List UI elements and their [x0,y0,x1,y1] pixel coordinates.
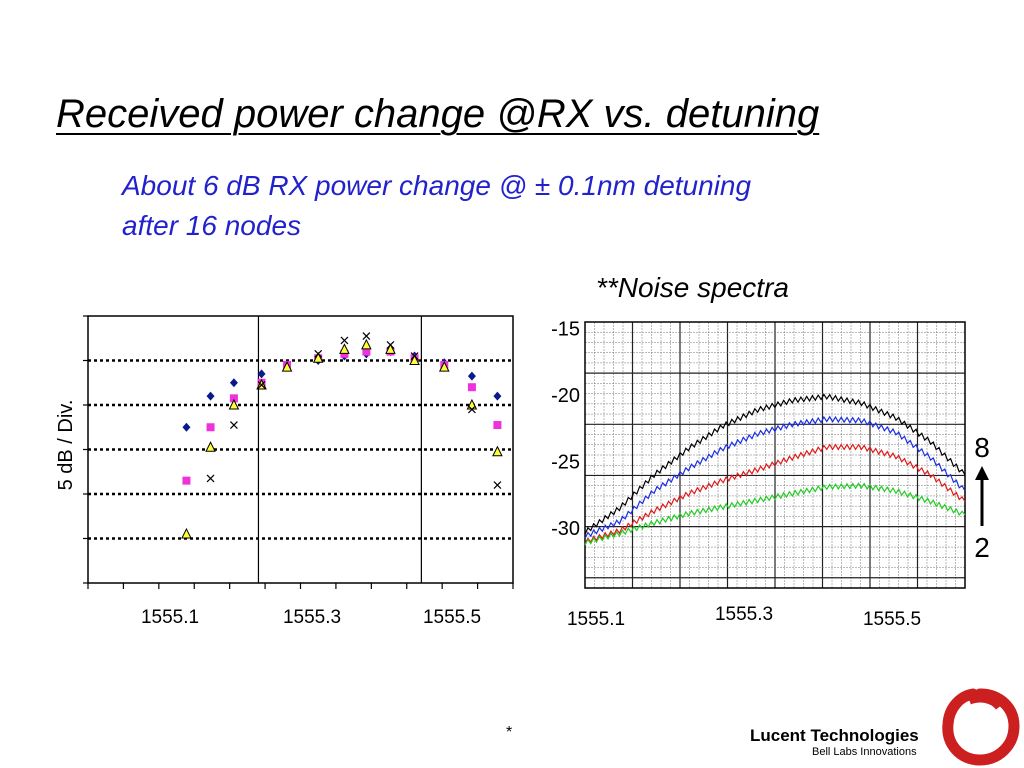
annotation-bottom-label: 2 [974,532,990,563]
x-mark-stroke [314,349,323,358]
data-point-x [493,481,502,490]
x-mark-stroke [229,421,238,429]
data-point-diamond [467,371,476,381]
data-point-triangle [385,343,396,354]
rx-power-scatter-chart: 5 dB / Div. 1555.1 1555.3 1555.5 [55,315,514,628]
data-point-square [493,421,502,430]
up-arrow-icon [975,466,989,526]
data-point-triangle [409,354,420,365]
footer-mark: * [506,724,513,741]
x-mark-stroke [410,352,419,360]
subtitle-line-1: About 6 dB RX power change @ ± 0.1nm det… [122,170,752,201]
data-point-square [362,347,371,356]
data-point-triangle [438,361,450,372]
data-point-x [410,352,419,360]
spectrum-line [584,393,966,535]
data-point-x [386,341,395,349]
data-point-x [340,336,349,345]
x-tick-label: 1555.3 [715,604,773,625]
x-tick-label: 1555.3 [283,607,341,628]
x-tick-label: 1555.1 [567,609,625,630]
brand-name: Lucent Technologies [750,726,919,745]
data-point-square [229,394,238,403]
data-point-square [467,383,476,392]
subtitle-line-2: after 16 nodes [122,210,302,241]
data-point-triangle [339,343,350,354]
data-point-triangle [205,441,216,452]
data-point-x [467,405,476,414]
data-point-diamond [257,369,266,379]
data-point-x [257,381,266,389]
x-mark-stroke [493,481,502,490]
y-tick-label: -30 [551,518,580,540]
data-point-triangle [281,361,293,372]
y-tick-label: -25 [551,452,580,474]
y-tick-label: -15 [551,319,580,341]
data-point-x [314,349,323,358]
x-mark-stroke [340,336,349,345]
x-tick-label: 1555.1 [141,607,199,628]
x-tick-label: 1555.5 [863,609,921,630]
annotation-top-label: 8 [974,432,990,463]
data-point-triangle [228,398,240,410]
x-mark-stroke [257,381,266,389]
data-point-triangle [181,527,192,539]
x-mark-stroke [206,474,215,483]
noise-spectra-chart: -15 -20 -25 -30 1555.1 1555.3 1555.5 8 2 [551,319,990,630]
data-point-x [362,332,371,340]
data-point-x [206,474,215,483]
data-point-x [229,421,238,429]
brand-tagline: Bell Labs Innovations [812,746,917,758]
data-point-square [206,423,215,432]
plot-frame [584,321,966,589]
slide-title: Received power change @RX vs. detuning [56,92,820,136]
data-point-diamond [493,391,502,401]
data-point-diamond [206,391,215,401]
x-mark-stroke [362,332,371,340]
red-ring-logo-icon [942,688,1020,766]
y-tick-label: -20 [551,385,580,407]
x-mark-stroke [467,405,476,414]
data-point-diamond [182,422,191,432]
y-axis-label: 5 dB / Div. [55,400,77,491]
spectrum-line [584,482,966,546]
data-point-square [182,476,191,485]
data-point-triangle [361,338,372,350]
data-point-diamond [229,378,238,388]
brand-block: Lucent Technologies Bell Labs Innovation… [750,726,919,758]
spectrum-line [584,443,966,545]
slide-subtitle: About 6 dB RX power change @ ± 0.1nm det… [122,166,751,246]
noise-spectra-title: **Noise spectra [596,272,789,303]
data-point-triangle [312,352,324,363]
spectrum-line [584,415,966,539]
x-mark-stroke [386,341,395,349]
data-point-triangle [492,445,503,457]
x-tick-label: 1555.5 [423,607,481,628]
